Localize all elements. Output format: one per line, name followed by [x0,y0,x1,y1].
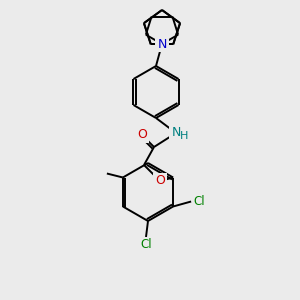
Text: Cl: Cl [140,238,152,251]
Text: H: H [180,131,188,141]
Text: O: O [137,128,147,142]
Text: N: N [171,127,181,140]
Text: Cl: Cl [193,195,205,208]
Text: O: O [155,175,165,188]
Text: N: N [157,38,167,50]
